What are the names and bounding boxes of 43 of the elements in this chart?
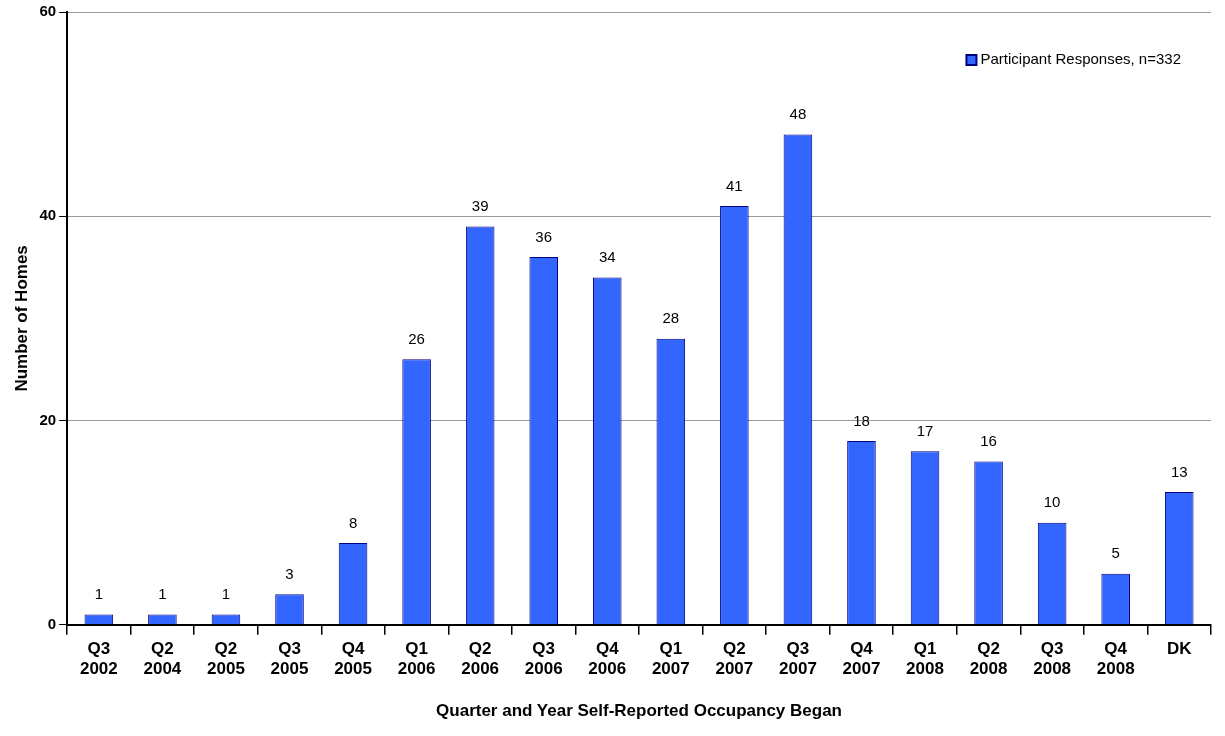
y-axis-title: Number of Homes: [11, 245, 31, 392]
legend-label: Participant Responses, n=332: [980, 50, 1181, 68]
data-label: 8: [348, 513, 358, 531]
x-tick-label: Q3 2005: [270, 638, 309, 679]
x-tick-label: Q3 2006: [524, 638, 563, 679]
data-label: 41: [726, 176, 743, 194]
data-label: 39: [471, 197, 489, 215]
x-tick-label: Q2 2006: [461, 638, 500, 679]
x-tick-label: Q3 2007: [779, 638, 817, 679]
y-tick-label: 0: [47, 614, 57, 632]
x-tick-label: Q2 2008: [969, 638, 1008, 679]
data-label: 36: [535, 227, 553, 245]
y-tick-label: 60: [39, 2, 57, 20]
data-label: 34: [598, 248, 616, 266]
x-tick-label: Q2 2007: [715, 638, 754, 679]
y-tick-label: 40: [39, 206, 57, 224]
data-label: 3: [285, 564, 294, 582]
data-label: 1: [94, 585, 104, 603]
data-label: 13: [1170, 462, 1188, 480]
x-tick-label: Q4 2005: [334, 638, 372, 679]
data-label: 26: [408, 329, 425, 347]
data-label: 48: [789, 105, 807, 123]
x-tick-label: Q2 2005: [207, 638, 245, 679]
data-label: 28: [662, 309, 680, 327]
data-label: 5: [1111, 544, 1120, 562]
data-label: 16: [980, 432, 997, 450]
x-tick-label: Q1 2008: [906, 638, 944, 679]
x-tick-label: Q4 2007: [842, 638, 881, 679]
x-tick-label: Q4 2006: [588, 638, 627, 679]
data-label: 18: [853, 411, 870, 429]
x-tick-label: Q4 2008: [1096, 638, 1135, 679]
data-label: 10: [1043, 493, 1061, 511]
x-tick-label: Q1 2006: [397, 638, 436, 679]
x-tick-label: DK: [1166, 638, 1193, 658]
x-tick-label: Q3 2008: [1033, 638, 1072, 679]
data-label: 17: [916, 421, 934, 439]
x-tick-label: Q1 2007: [651, 638, 690, 679]
data-label: 1: [221, 585, 231, 603]
x-axis-title: Quarter and Year Self-Reported Occupancy Began: [436, 701, 843, 721]
x-tick-label: Q3 2002: [79, 638, 118, 679]
x-tick-label: Q2 2004: [143, 638, 182, 679]
y-tick-label: 20: [39, 410, 57, 428]
data-label: 1: [158, 585, 167, 603]
